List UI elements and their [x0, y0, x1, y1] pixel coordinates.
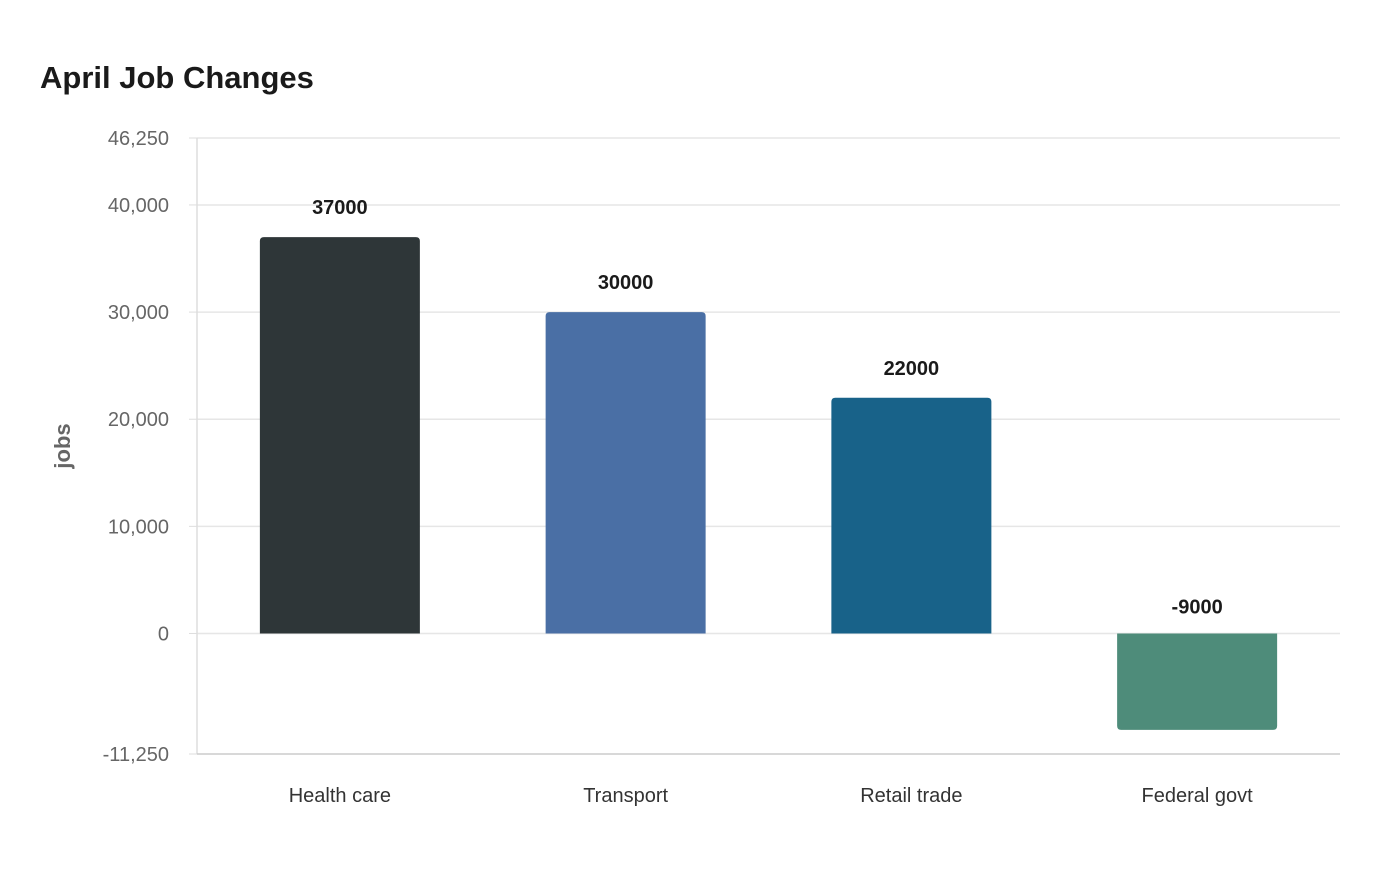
y-tick-label: 10,000	[108, 516, 169, 538]
y-tick-label: 40,000	[108, 195, 169, 217]
x-tick-label: Retail trade	[860, 785, 962, 807]
bars	[259, 237, 1278, 730]
labels: -11,250 0 10,000 20,000 30,000 40,000 46,250 37…	[103, 128, 1254, 807]
chart-title: April Job Changes	[40, 60, 314, 95]
bar-transport	[545, 312, 706, 634]
y-tick-label: 20,000	[108, 409, 169, 431]
bar-health-care	[259, 237, 420, 634]
y-tick-label: 46,250	[108, 128, 169, 150]
y-axis-label: jobs	[50, 423, 75, 469]
axes	[189, 137, 1340, 755]
data-label: 37000	[312, 197, 368, 219]
x-tick-label: Federal govt	[1142, 785, 1254, 807]
y-tick-label: 0	[158, 623, 169, 645]
y-tick-label: -11,250	[103, 744, 169, 766]
y-tick-label: 30,000	[108, 302, 169, 324]
data-label: 22000	[884, 358, 940, 380]
x-tick-label: Health care	[289, 785, 391, 807]
bar-retail-trade	[831, 397, 992, 634]
data-label: -9000	[1172, 596, 1223, 618]
data-label: 30000	[598, 272, 654, 294]
bar-federal-govt	[1117, 633, 1278, 730]
x-tick-label: Transport	[583, 785, 668, 807]
